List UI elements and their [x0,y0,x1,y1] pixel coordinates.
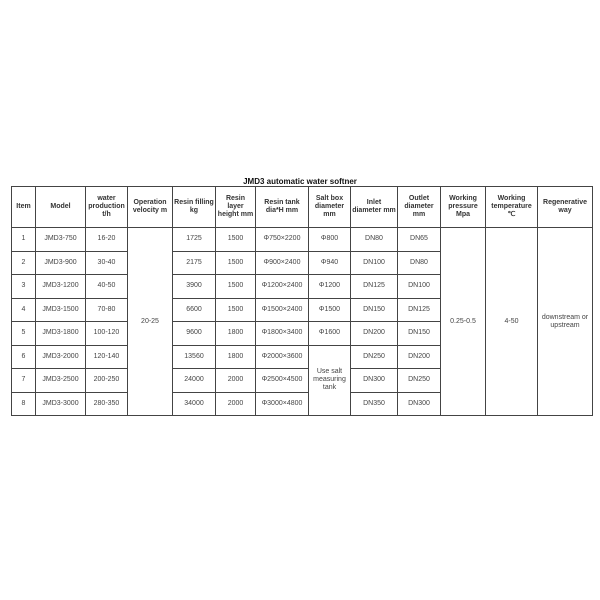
filling-cell: 6600 [172,297,216,322]
tank-cell: Φ2000×3600 [255,344,309,369]
layer-cell: 1800 [215,321,256,346]
salt-cell: Use salt measuring tank [308,344,351,416]
filling-cell: 24000 [172,368,216,393]
item-cell: 6 [11,344,36,369]
outlet-cell: DN80 [397,250,441,275]
table-row: 8 JMD3-3000 280-350 34000 2000 Φ3000×4800 DN35… [11,391,593,416]
column-header: Item [11,186,36,228]
filling-cell: 2175 [172,250,216,275]
outlet-cell: DN150 [397,321,441,346]
filling-cell: 9600 [172,321,216,346]
layer-cell: 2000 [215,391,256,416]
model-cell: JMD3-750 [35,227,86,252]
column-header: Inlet diameter mm [350,186,398,228]
salt-cell: Φ940 [308,250,351,275]
inlet-cell: DN250 [350,344,398,369]
column-header: Model [35,186,86,228]
column-header: Operation velocity m [127,186,173,228]
tank-cell: Φ1800×3400 [255,321,309,346]
tank-cell: Φ2500×4500 [255,368,309,393]
model-cell: JMD3-1200 [35,274,86,299]
layer-cell: 1500 [215,250,256,275]
filling-cell: 1725 [172,227,216,252]
column-header: Resin filling kg [172,186,216,228]
filling-cell: 3900 [172,274,216,299]
model-cell: JMD3-900 [35,250,86,275]
inlet-cell: DN200 [350,321,398,346]
salt-cell: Φ1500 [308,297,351,322]
inlet-cell: DN125 [350,274,398,299]
temperature-cell: 4-50 [485,227,538,416]
outlet-cell: DN250 [397,368,441,393]
table-row: 1 JMD3-750 16-20 20-25 1725 1500 Φ750×2200 Φ800… [11,227,593,416]
table-row: 5 JMD3-1800 100-120 9600 1800 Φ1800×3400 Φ1600… [11,321,593,346]
production-cell: 280-350 [85,391,128,416]
column-header: Outlet diameter mm [397,186,441,228]
filling-cell: 13560 [172,344,216,369]
salt-cell: Φ800 [308,227,351,252]
item-cell: 1 [11,227,36,252]
spec-table: Item Model water production t/h Operation v… [11,186,593,416]
inlet-cell: DN350 [350,391,398,416]
model-cell: JMD3-1800 [35,321,86,346]
inlet-cell: DN300 [350,368,398,393]
regenerative-cell: downstream or upstream [537,227,593,416]
column-header: water production t/h [85,186,128,228]
layer-cell: 2000 [215,368,256,393]
production-cell: 70-80 [85,297,128,322]
outlet-cell: DN125 [397,297,441,322]
item-cell: 5 [11,321,36,346]
model-cell: JMD3-3000 [35,391,86,416]
outlet-cell: DN200 [397,344,441,369]
filling-cell: 34000 [172,391,216,416]
item-cell: 7 [11,368,36,393]
model-cell: JMD3-1500 [35,297,86,322]
inlet-cell: DN100 [350,250,398,275]
outlet-cell: DN65 [397,227,441,252]
production-cell: 120-140 [85,344,128,369]
pressure-cell: 0.25-0.5 [440,227,486,416]
table-title: JMD3 automatic water softner [243,177,357,186]
production-cell: 200-250 [85,368,128,393]
layer-cell: 1800 [215,344,256,369]
model-cell: JMD3-2500 [35,368,86,393]
tank-cell: Φ900×2400 [255,250,309,275]
column-header: Working pressure Mpa [440,186,486,228]
item-cell: 3 [11,274,36,299]
inlet-cell: DN150 [350,297,398,322]
tank-cell: Φ3000×4800 [255,391,309,416]
item-cell: 8 [11,391,36,416]
salt-cell: Φ1200 [308,274,351,299]
model-cell: JMD3-2000 [35,344,86,369]
column-header: Regenerative way [537,186,593,228]
inlet-cell: DN80 [350,227,398,252]
salt-cell: Φ1600 [308,321,351,346]
layer-cell: 1500 [215,297,256,322]
table-row: 4 JMD3-1500 70-80 6600 1500 Φ1500×2400 Φ1500 DN… [11,297,593,322]
production-cell: 100-120 [85,321,128,346]
column-header: Resin layer height mm [215,186,256,228]
production-cell: 40-50 [85,274,128,299]
header-row: Item Model water production t/h Operation v… [11,186,593,228]
layer-cell: 1500 [215,227,256,252]
column-header: Resin tank dia*H mm [255,186,309,228]
outlet-cell: DN100 [397,274,441,299]
table-row: 6 JMD3-2000 120-140 13560 1800 Φ2000×3600 Use … [11,344,593,416]
production-cell: 30-40 [85,250,128,275]
tank-cell: Φ750×2200 [255,227,309,252]
table-row: 7 JMD3-2500 200-250 24000 2000 Φ2500×4500 DN30… [11,368,593,393]
velocity-cell: 20-25 [127,227,173,416]
outlet-cell: DN300 [397,391,441,416]
layer-cell: 1500 [215,274,256,299]
column-header: Salt box diameter mm [308,186,351,228]
item-cell: 2 [11,250,36,275]
production-cell: 16-20 [85,227,128,252]
table-row: 3 JMD3-1200 40-50 3900 1500 Φ1200×2400 Φ1200 DN… [11,274,593,299]
item-cell: 4 [11,297,36,322]
tank-cell: Φ1500×2400 [255,297,309,322]
tank-cell: Φ1200×2400 [255,274,309,299]
table-row: 2 JMD3-900 30-40 2175 1500 Φ900×2400 Φ940 DN100… [11,250,593,275]
column-header: Working temperature ℃ [485,186,538,228]
